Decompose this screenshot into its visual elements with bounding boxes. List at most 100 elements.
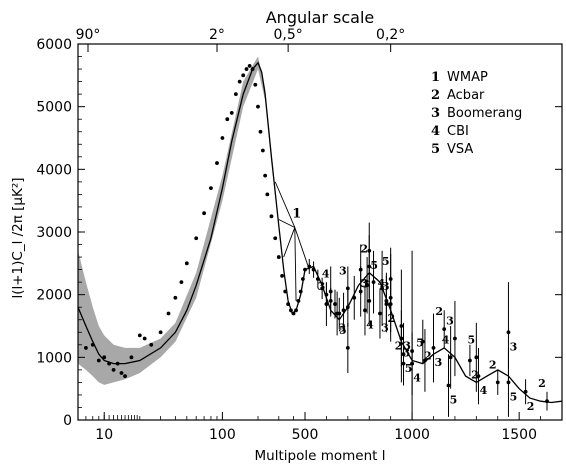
data-point (283, 289, 288, 294)
variance-band (78, 56, 279, 385)
data-point (280, 273, 284, 278)
point-label: 4 (480, 384, 488, 397)
data-point (301, 277, 305, 281)
data-point (269, 214, 274, 219)
annotation-label: 1 (292, 206, 301, 221)
data-point (506, 330, 511, 335)
point-label: 2 (471, 368, 479, 381)
data-point (399, 336, 404, 341)
point-label: 3 (403, 347, 411, 360)
data-point (345, 346, 350, 350)
point-label: 3 (403, 340, 411, 353)
data-point (358, 267, 363, 272)
data-point (363, 308, 367, 313)
data-point (423, 358, 427, 363)
data-point (289, 308, 293, 313)
data-point (545, 399, 549, 404)
point-label: 5 (450, 394, 458, 407)
point-label: 5 (382, 255, 390, 268)
data-point (448, 355, 453, 360)
data-point (384, 299, 389, 303)
data-point (241, 73, 246, 78)
data-point (96, 358, 101, 363)
point-label: 4 (442, 333, 450, 346)
data-point (474, 355, 479, 360)
legend-entry-wmap: WMAP (447, 70, 488, 85)
point-label: 3 (339, 264, 347, 277)
data-point (341, 308, 346, 313)
point-label: 4 (413, 372, 421, 385)
data-point (253, 82, 258, 87)
x-axis-label: Multipole moment l (255, 448, 386, 464)
data-point (365, 283, 370, 288)
data-point (111, 367, 116, 372)
data-point (333, 302, 337, 306)
point-label: 5 (468, 333, 476, 346)
annotation: 1 (274, 181, 310, 301)
data-point (229, 111, 234, 115)
data-point (137, 333, 142, 338)
data-point (209, 186, 213, 191)
point-label: 3 (362, 278, 370, 291)
data-point (303, 267, 307, 272)
legend-key: 3 (431, 106, 440, 121)
data-point (446, 383, 451, 388)
point-label: 3 (360, 277, 368, 290)
legend-key: 5 (431, 142, 440, 157)
y-tick-label: 0 (63, 413, 72, 429)
top-tick-label: 2° (209, 27, 225, 43)
data-point (296, 299, 301, 303)
point-label: 4 (322, 268, 330, 281)
legend-key: 4 (431, 124, 440, 139)
data-point (273, 236, 278, 241)
data-point (468, 358, 472, 363)
data-point (220, 136, 225, 140)
data-point (431, 346, 436, 350)
y-tick-label: 6000 (36, 37, 72, 53)
data-point (453, 336, 457, 341)
data-point (215, 161, 219, 165)
data-point (260, 148, 265, 153)
data-point (184, 261, 189, 266)
data-point (311, 267, 316, 272)
point-label: 5 (405, 362, 413, 375)
data-point (291, 311, 296, 316)
model-curve (77, 61, 563, 404)
top-tick-label: 0,5° (274, 27, 303, 43)
data-point (123, 374, 127, 379)
data-point (410, 361, 414, 366)
annotation-leader (294, 227, 310, 270)
data-point (166, 311, 171, 316)
data-point (107, 361, 112, 366)
data-point (84, 346, 88, 350)
data-point (276, 255, 281, 259)
annotation-leader (294, 227, 297, 301)
data-point (250, 67, 255, 71)
y-tick-label: 3000 (36, 225, 72, 241)
point-label: 3 (446, 315, 454, 328)
data-point (158, 330, 163, 335)
data-point (352, 295, 357, 300)
data-point (495, 380, 500, 385)
point-label: 3 (318, 280, 326, 293)
y-tick-label: 2000 (36, 288, 72, 304)
data-point (367, 299, 372, 303)
point-label: 3 (338, 321, 346, 334)
chart-title: Angular scale (266, 8, 375, 27)
annotation-leader (283, 227, 296, 258)
point-label: 3 (381, 321, 389, 334)
data-point (265, 192, 270, 197)
data-point (102, 355, 107, 360)
data-point (420, 339, 425, 344)
data-point (367, 248, 372, 253)
axes (77, 43, 563, 421)
data-point (324, 302, 329, 306)
data-point (298, 289, 303, 294)
y-axis-label: l(l+1)C_l /2π [μK²] (10, 177, 26, 298)
data-point (442, 327, 447, 332)
data-point (179, 280, 184, 285)
